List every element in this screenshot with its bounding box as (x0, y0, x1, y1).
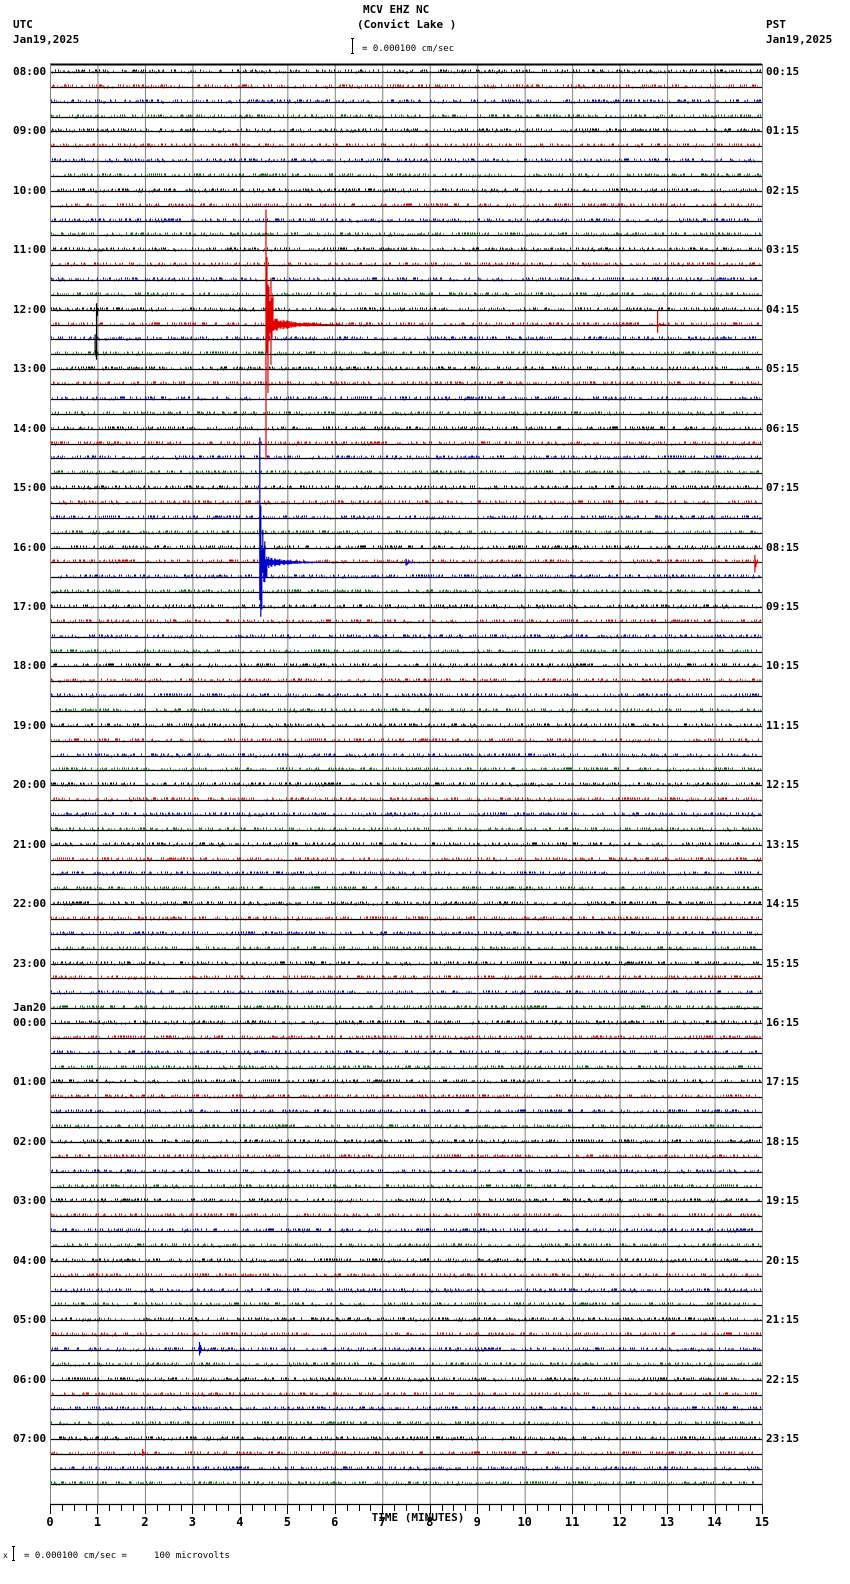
left-time-label: 00:00 (13, 1016, 47, 1030)
right-time-label: 20:15 (766, 1253, 800, 1267)
right-time-label: 00:15 (766, 65, 800, 78)
footer-scale-label: = 0.000100 cm/sec = 100 microvolts (24, 1551, 230, 1561)
x-tick-label: 11 (565, 1515, 579, 1529)
seismic-event (656, 310, 668, 333)
x-tick-label: 13 (660, 1515, 674, 1529)
seismic-event (94, 334, 98, 357)
right-time-label: 01:15 (766, 124, 800, 138)
seismic-event (141, 1448, 146, 1456)
left-time-label: 01:00 (13, 1075, 47, 1089)
right-time-label: 17:15 (766, 1075, 800, 1089)
right-time-label: 15:15 (766, 956, 800, 970)
scale-label: = 0.000100 cm/sec (362, 44, 455, 54)
left-time-label: 17:00 (13, 599, 47, 613)
right-timezone: PST (766, 18, 786, 31)
right-time-label: 12:15 (766, 778, 800, 792)
left-time-label: 15:00 (13, 481, 47, 495)
right-time-label: 22:15 (766, 1372, 800, 1386)
right-time-label: 16:15 (766, 1016, 800, 1030)
left-time-label: 16:00 (13, 540, 47, 554)
left-time-label: 08:00 (13, 65, 47, 78)
x-tick-label: 7 (379, 1515, 386, 1529)
left-time-label: 09:00 (13, 124, 47, 138)
x-tick-label: 8 (426, 1515, 433, 1529)
right-time-label: 18:15 (766, 1134, 800, 1148)
right-time-label: 23:15 (766, 1432, 800, 1446)
left-timezone: UTC (13, 18, 33, 31)
seismic-event (95, 303, 100, 360)
right-time-label: 07:15 (766, 481, 800, 495)
left-time-label: 21:00 (13, 837, 47, 851)
right-time-label: 11:15 (766, 718, 800, 732)
left-time-label: 10:00 (13, 183, 47, 197)
x-tick-label: 2 (141, 1515, 148, 1529)
left-time-label: 12:00 (13, 302, 47, 316)
x-tick-label: 0 (46, 1515, 53, 1529)
left-time-label: 14:00 (13, 421, 47, 435)
left-date-label: Jan20 (13, 1001, 47, 1015)
x-tick-label: 3 (189, 1515, 196, 1529)
right-time-label: 14:15 (766, 897, 800, 911)
left-time-label: 13:00 (13, 362, 47, 376)
left-time-label: 19:00 (13, 718, 47, 732)
right-time-label: 04:15 (766, 302, 800, 316)
left-time-label: 20:00 (13, 778, 47, 792)
right-time-label: 03:15 (766, 243, 800, 257)
left-date: Jan19,2025 (13, 33, 80, 46)
left-time-label: 07:00 (13, 1432, 47, 1446)
seismic-event (259, 437, 327, 617)
x-tick-label: 10 (517, 1515, 531, 1529)
seismic-event (754, 554, 763, 573)
x-tick-label: 5 (284, 1515, 291, 1529)
seismic-event (198, 1341, 210, 1356)
x-tick-label: 1 (94, 1515, 101, 1529)
seismic-event (405, 558, 425, 566)
right-time-label: 06:15 (766, 421, 800, 435)
right-time-label: 13:15 (766, 837, 800, 851)
right-time-label: 21:15 (766, 1313, 800, 1327)
left-time-label: 06:00 (13, 1372, 47, 1386)
right-time-label: 19:15 (766, 1194, 800, 1208)
right-time-label: 10:15 (766, 659, 800, 673)
x-tick-label: 15 (755, 1515, 769, 1529)
seismic-event (265, 209, 342, 460)
left-time-label: 05:00 (13, 1313, 47, 1327)
x-tick-label: 9 (474, 1515, 481, 1529)
left-time-label: 23:00 (13, 956, 47, 970)
station-title: MCV EHZ NC (363, 3, 430, 16)
x-tick-label: 12 (612, 1515, 626, 1529)
right-time-label: 08:15 (766, 540, 800, 554)
x-axis-title: TIME (MINUTES) (372, 1511, 465, 1524)
right-time-label: 02:15 (766, 183, 800, 197)
station-location: (Convict Lake ) (357, 18, 457, 31)
right-time-label: 09:15 (766, 599, 800, 613)
x-tick-label: 4 (236, 1515, 243, 1529)
left-time-label: 11:00 (13, 243, 47, 257)
footer-scale-bar-icon (12, 1546, 15, 1561)
x-tick-label: 14 (707, 1515, 721, 1529)
footer-prefix: x (3, 1551, 8, 1560)
left-time-label: 02:00 (13, 1134, 47, 1148)
right-date: Jan19,2025 (766, 33, 833, 46)
right-time-label: 05:15 (766, 362, 800, 376)
left-time-label: 04:00 (13, 1253, 47, 1267)
left-time-label: 18:00 (13, 659, 47, 673)
left-time-label: 03:00 (13, 1194, 47, 1208)
x-tick-label: 6 (331, 1515, 338, 1529)
left-time-label: 22:00 (13, 897, 47, 911)
scale-bar-icon (351, 38, 354, 54)
